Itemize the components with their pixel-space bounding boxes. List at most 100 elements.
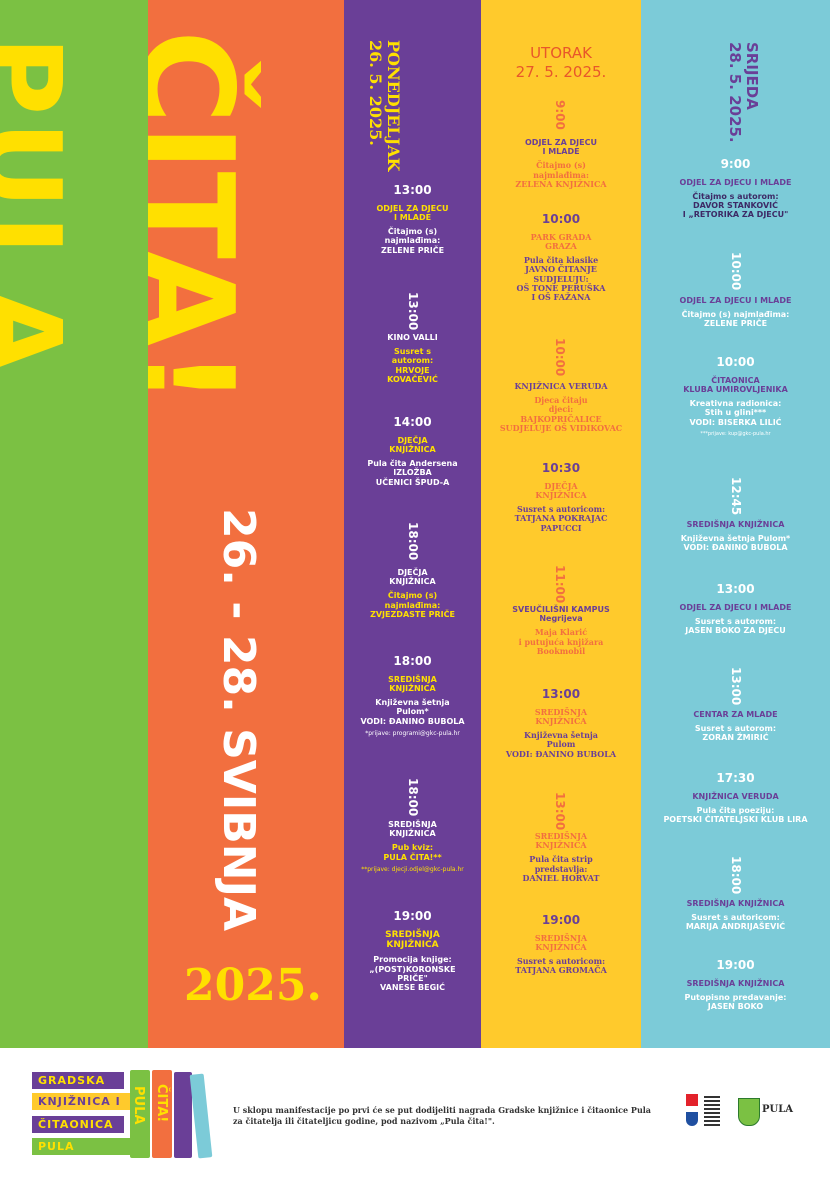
event-time: 13:00 (716, 582, 755, 596)
monday-time-4: 18:00 (406, 522, 420, 561)
event-place: ODJEL ZA DJECU I MLADE (376, 203, 449, 222)
logo-row-gradska: GRADSKA (32, 1072, 124, 1089)
logo-book-pula-text: PULA (131, 1086, 146, 1125)
event-place: KNJIŽNICA VERUDA (514, 381, 608, 391)
wednesday-event-3: 10:00 ČITAONICA KLUBA UMIROVLJENIKA Krea… (641, 355, 830, 437)
monday-time-6: 18:00 (406, 778, 420, 817)
monday-event-7: 19:00 SREDIŠNJA KNJIŽNICA Promocija knji… (344, 909, 481, 993)
logo-book-orange (152, 1070, 172, 1158)
monday-column: PONEDJELJAK 26. 5. 2025. 13:00 ODJEL ZA … (344, 0, 481, 1048)
footer-note: U sklopu manifestacije po prvi će se put… (233, 1105, 651, 1126)
event-place: DJEČJA KNJIŽNICA (535, 480, 587, 500)
pula-vertical-title: PULA (0, 36, 83, 380)
monday-event-6: SREDIŠNJA KNJIŽNICA Pub kviz: PULA ČITA!… (344, 820, 481, 874)
tuesday-event-8: 19:00 SREDIŠNJA KNJIŽNICA Susret s autor… (481, 913, 641, 976)
tuesday-time-7: 13:00 (553, 792, 567, 831)
event-time: 9:00 (720, 157, 751, 171)
event-desc: Pula čita strip predstavlja: DANIEL HORV… (522, 854, 600, 883)
event-place: KNJIŽNICA VERUDA (692, 791, 779, 801)
cita-vertical-title: ČITA! (148, 30, 260, 407)
event-place: SREDIŠNJA KNJIŽNICA (534, 932, 588, 952)
event-desc: Čitajmo s autorom: DAVOR STANKOVIĆ I „RE… (682, 191, 789, 220)
wednesday-time-6: 13:00 (729, 667, 743, 706)
tuesday-time-3: 10:00 (553, 338, 567, 377)
event-desc: Čitajmo (s) najmlađima: ZELENE PRIČE (681, 310, 790, 329)
footer: GRADSKA KNJIŽNICA I ČITAONICA PULA PULA … (0, 1048, 830, 1186)
event-time: 19:00 (393, 909, 432, 923)
tuesday-event-4: 10:30 DJEČJA KNJIŽNICA Susret s autorico… (481, 461, 641, 533)
wednesday-event-4: SREDIŠNJA KNJIŽNICA Književna šetnja Pul… (641, 520, 830, 553)
tuesday-event-2: 10:00 PARK GRADA GRAZA Pula čita klasike… (481, 212, 641, 302)
event-place: SREDIŠNJA KNJIŽNICA (686, 520, 785, 529)
event-desc: Susret s autoricom: MARIJA ANDRIJAŠEVIĆ (685, 913, 786, 932)
event-place: SVEUČILIŠNI KAMPUS Negrijeva (512, 605, 610, 624)
event-time: 17:30 (716, 771, 755, 785)
event-place: SREDIŠNJA KNJIŽNICA (388, 674, 437, 693)
event-desc: Susret s autorom: ZORAN ŽMIRIĆ (694, 724, 777, 743)
event-desc: Promocija knjige: „(POST)KORONSKE PRIČE"… (369, 955, 456, 993)
wednesday-event-2: ODJEL ZA DJECU I MLADE Čitajmo (s) najml… (641, 296, 830, 329)
logo-book-green (130, 1070, 150, 1158)
event-place: SREDIŠNJA KNJIŽNICA (534, 831, 588, 851)
event-time: 14:00 (393, 415, 432, 429)
event-place: PARK GRADA GRAZA (530, 231, 592, 251)
event-place: ODJEL ZA DJECU I MLADE (679, 602, 792, 612)
tuesday-time-1: 9:00 (553, 100, 567, 130)
event-desc: Pub kviz: PULA ČITA!** (383, 843, 442, 862)
event-desc: Djeca čitaju djeci: BAJKOPRIČALICE SUDJE… (499, 395, 623, 433)
pula-city-crest-icon (738, 1098, 760, 1126)
wednesday-time-8: 18:00 (729, 856, 743, 895)
event-note: **prijave: djecji.odjel@gkc-pula.hr (361, 865, 464, 873)
event-desc: Pula čita Andersena IZLOŽBA UČENICI ŠPUD… (367, 459, 458, 487)
monday-event-2: KINO VALLI Susret s autorom: HRVOJE KOVA… (344, 333, 481, 384)
tuesday-event-6: 13:00 SREDIŠNJA KNJIŽNICA Književna šetn… (481, 687, 641, 759)
event-place: DJEČJA KNJIŽNICA (389, 568, 436, 587)
event-time: 13:00 (393, 183, 432, 197)
event-desc: Susret s autoricom: TATJANA POKRAJAC PAP… (514, 504, 608, 533)
event-note: *prijave: programi@gkc-pula.hr (365, 729, 460, 737)
event-desc: Susret s autorom: HRVOJE KOVAČEVIĆ (387, 347, 438, 384)
logo-book-purple (174, 1072, 192, 1158)
event-time: 19:00 (541, 913, 581, 927)
wednesday-event-7: 17:30 KNJIŽNICA VERUDA Pula čita poeziju… (641, 771, 830, 824)
monday-event-1: 13:00 ODJEL ZA DJECU I MLADE Čitajmo (s)… (344, 183, 481, 255)
event-desc: Kreativna radionica: Stih u glini*** VOD… (689, 399, 782, 427)
monday-heading: PONEDJELJAK 26. 5. 2025. (366, 40, 403, 172)
festival-year: 2025. (184, 960, 322, 1011)
event-time: 18:00 (393, 654, 432, 668)
event-desc: Čitajmo (s) najmlađima: ZELENA KNJIŽNICA (515, 160, 607, 189)
wednesday-column: SRIJEDA 28. 5. 2025. 9:00 ODJEL ZA DJECU… (641, 0, 830, 1048)
wednesday-event-5: 13:00 ODJEL ZA DJECU I MLADE Susret s au… (641, 582, 830, 635)
wednesday-event-9: 19:00 SREDIŠNJA KNJIŽNICA Putopisno pred… (641, 958, 830, 1012)
event-place: ODJEL ZA DJECU I MLADE (679, 177, 792, 187)
event-desc: Putopisno predavanje: JASEN BOKO (684, 992, 787, 1012)
orange-stripe: ČITA! 26. - 28. SVIBNJA 2025. (148, 0, 344, 1048)
monday-event-5: 18:00 SREDIŠNJA KNJIŽNICA Književna šetn… (344, 654, 481, 738)
event-place: SREDIŠNJA KNJIŽNICA (385, 929, 440, 951)
event-place: ODJEL ZA DJECU I MLADE (679, 296, 792, 305)
wednesday-event-8: SREDIŠNJA KNJIŽNICA Susret s autoricom: … (641, 899, 830, 932)
logo-book-cita-text: ČITA! (154, 1084, 169, 1123)
event-time: 13:00 (541, 687, 581, 701)
logo-row-citaonica: ČITAONICA (32, 1116, 124, 1133)
event-place: SREDIŠNJA KNJIŽNICA (686, 978, 785, 988)
event-time: 10:30 (541, 461, 581, 475)
festival-dates: 26. - 28. SVIBNJA (213, 508, 264, 932)
event-note: ***prijave: kup@gkc-pula.hr (700, 430, 771, 437)
event-place: KINO VALLI (387, 333, 438, 342)
tuesday-event-5: SVEUČILIŠNI KAMPUS Negrijeva Maja Klarić… (481, 605, 641, 656)
monday-event-3: 14:00 DJEČJA KNJIŽNICA Pula čita Anderse… (344, 415, 481, 487)
event-desc: Književna šetnja Pulom VODI: ĐANINO BUBO… (505, 730, 617, 759)
event-place: SREDIŠNJA KNJIŽNICA (534, 706, 588, 726)
event-desc: Čitajmo (s) najmlađima: ZELENE PRIČE (380, 227, 445, 255)
event-desc: Književna šetnja Pulom* VODI: ĐANINO BUB… (360, 698, 465, 726)
event-place: SREDIŠNJA KNJIŽNICA (686, 899, 785, 908)
tuesday-column: UTORAK 27. 5. 2025. 9:00 ODJEL ZA DJECU … (481, 0, 641, 1048)
event-place: CENTAR ZA MLADE (693, 710, 778, 719)
tuesday-event-1: ODJEL ZA DJECU I MLADE Čitajmo (s) najml… (481, 138, 641, 189)
logo-book-cyan (189, 1073, 213, 1159)
wednesday-time-2: 10:00 (729, 252, 743, 291)
event-place: ODJEL ZA DJECU I MLADE (525, 138, 597, 157)
logo-row-pula: PULA (32, 1138, 138, 1155)
event-desc: Pula čita klasike JAVNO ČITANJE SUDJELUJ… (516, 255, 606, 302)
